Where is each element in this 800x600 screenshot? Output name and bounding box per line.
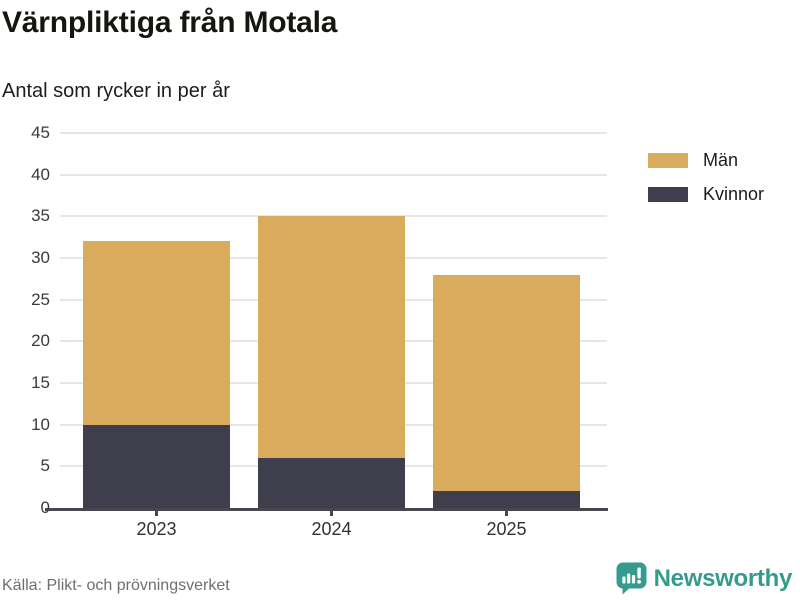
legend-label-män: Män [703, 150, 739, 170]
legend: Män Kvinnor [648, 150, 764, 218]
x-axis-line [45, 508, 608, 511]
bar-segment-kvinnor-2025 [433, 491, 580, 508]
x-axis-tick [155, 510, 158, 516]
y-axis-tick-label: 25 [31, 289, 50, 309]
legend-swatch-män [648, 153, 688, 168]
x-axis-label-2025: 2025 [486, 519, 527, 539]
x-axis-tick [330, 510, 333, 516]
legend-item-kvinnor: Kvinnor [648, 184, 764, 205]
bar-segment-kvinnor-2023 [83, 424, 230, 508]
bar-segment-män-2024 [258, 216, 405, 458]
source-note: Källa: Plikt- och prövningsverket [2, 577, 230, 594]
newsworthy-logo-text: Newsworthy [653, 564, 793, 592]
legend-label-kvinnor: Kvinnor [703, 184, 765, 204]
y-axis-tick-label: 35 [31, 206, 50, 226]
chart-subtitle: Antal som rycker in per år [2, 80, 230, 102]
y-axis-tick-label: 40 [31, 164, 50, 184]
bar-segment-kvinnor-2024 [258, 458, 405, 508]
bar-segment-män-2023 [83, 241, 230, 425]
y-axis-tick-label: 30 [31, 248, 50, 267]
y-axis-tick-label: 0 [0, 498, 50, 518]
x-axis-label-2023: 2023 [136, 519, 177, 539]
y-axis-tick-label: 20 [31, 331, 50, 351]
x-axis-label-2024: 2024 [311, 519, 352, 539]
chart-title: Värnpliktiga från Motala [2, 6, 338, 39]
legend-item-män: Män [648, 150, 764, 171]
y-axis-tick-label: 10 [31, 414, 50, 434]
gridline-45 [60, 132, 607, 134]
bar-segment-män-2025 [433, 274, 580, 492]
newsworthy-speech-bubble-chart-icon [616, 562, 647, 595]
y-axis-tick-label: 15 [31, 373, 50, 392]
y-axis-tick-label: 45 [31, 123, 50, 142]
x-axis-tick [505, 510, 508, 516]
gridline-40 [60, 173, 607, 176]
legend-swatch-kvinnor [648, 187, 688, 202]
newsworthy-logo: Newsworthy [616, 562, 792, 595]
y-axis-tick-label: 5 [40, 456, 50, 476]
